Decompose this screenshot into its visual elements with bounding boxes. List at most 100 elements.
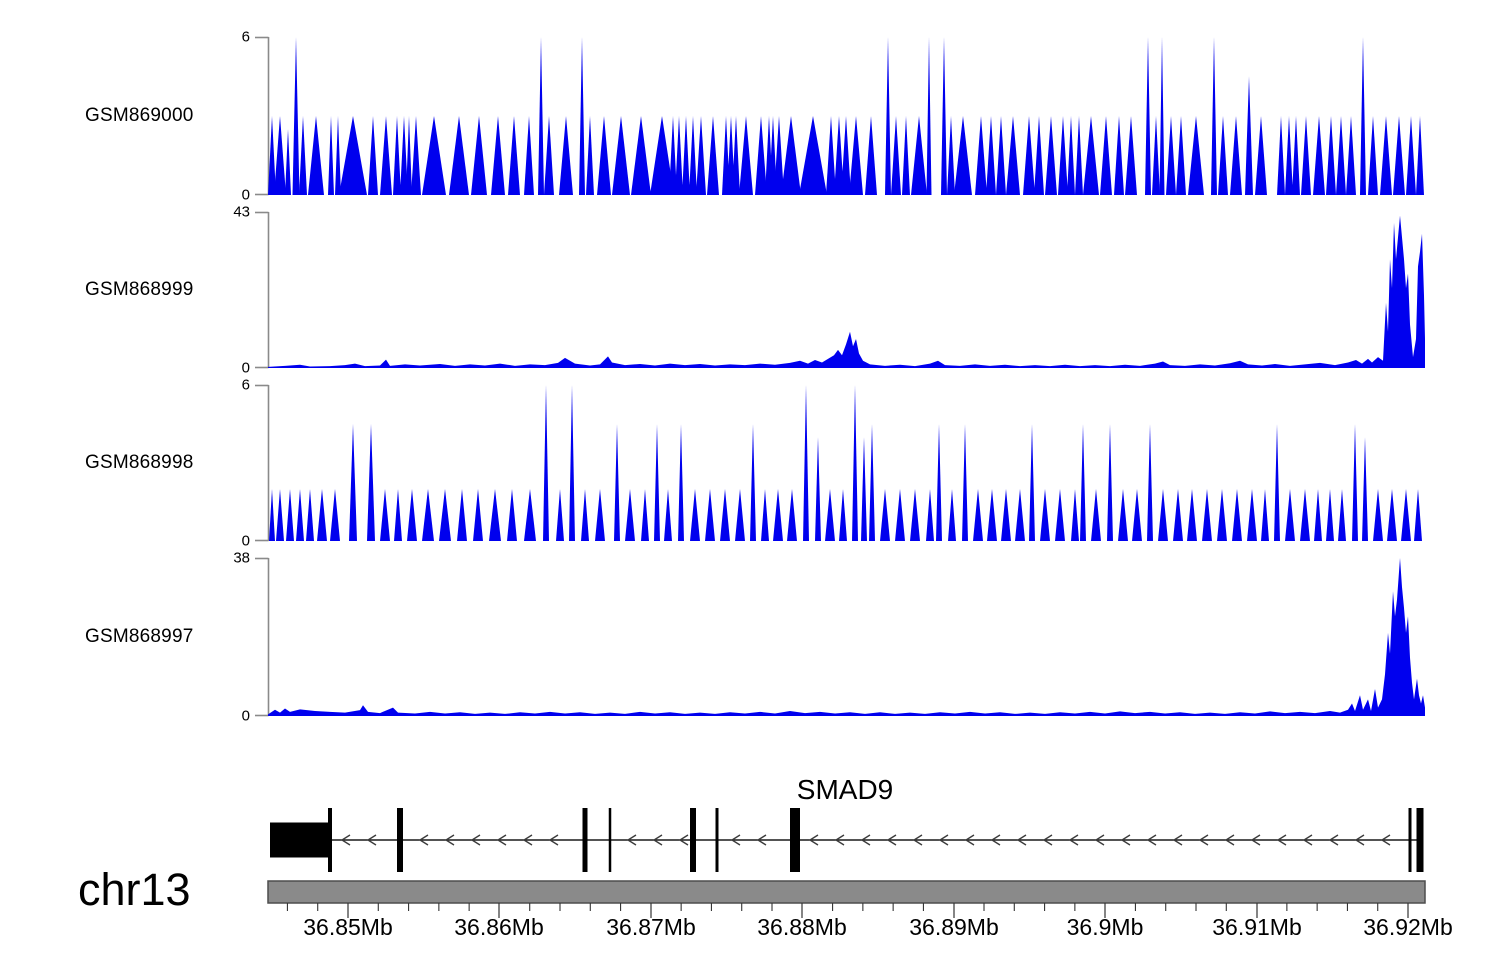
coverage-spike	[349, 424, 357, 541]
coverage-spike	[947, 116, 955, 195]
coverage-spike	[1055, 489, 1065, 541]
coverage-spike	[880, 489, 890, 541]
coverage-spike	[1416, 116, 1424, 195]
coverage-spike	[1274, 424, 1280, 541]
coverage-spike	[581, 489, 589, 541]
coverage-spike	[1188, 116, 1204, 195]
coverage-spike	[689, 116, 697, 195]
coverage-spike	[1326, 489, 1334, 541]
strand-arrow-icon	[912, 834, 923, 846]
coverage-spike	[650, 116, 674, 195]
coverage-track-GSM869000	[255, 36, 1424, 196]
coverage-spike	[826, 116, 836, 195]
strand-arrow-icon	[1172, 834, 1183, 846]
coverage-track-GSM868999	[255, 211, 1425, 369]
strand-arrow-icon	[626, 834, 637, 846]
coverage-spike	[508, 116, 520, 195]
coverage-spike	[973, 489, 983, 541]
coverage-spike	[1173, 489, 1183, 541]
coverage-spike	[941, 37, 947, 195]
coverage-spike	[1360, 37, 1366, 195]
coverage-spike	[524, 116, 534, 195]
coverage-spike	[285, 129, 291, 195]
coverage-track-GSM868998	[255, 384, 1422, 542]
coverage-spike	[675, 116, 683, 195]
ruler-tick-label: 36.86Mb	[454, 914, 544, 940]
track-label-2: GSM868999	[85, 279, 194, 300]
strand-arrow-icon	[886, 834, 897, 846]
coverage-spike	[1362, 437, 1368, 541]
coverage-spike	[330, 489, 340, 541]
strand-arrow-icon	[1250, 834, 1261, 846]
coverage-spike	[911, 116, 927, 195]
coverage-spike	[774, 116, 784, 195]
strand-arrow-icon	[522, 834, 533, 846]
coverage-spike	[861, 437, 867, 541]
coverage-spike	[1045, 116, 1057, 195]
coverage-spike	[1285, 489, 1295, 541]
coverage-spike	[1336, 116, 1346, 195]
coverage-spike	[625, 489, 635, 541]
coverage-spike	[1147, 424, 1153, 541]
coverage-spike	[839, 489, 847, 541]
coverage-spike	[948, 489, 956, 541]
coverage-spike	[895, 489, 905, 541]
coverage-spike	[559, 116, 573, 195]
coverage-spike	[317, 489, 327, 541]
coverage-spike	[380, 116, 392, 195]
coverage-spike	[1071, 489, 1079, 541]
coverage-spike	[1152, 116, 1160, 195]
coverage-spike	[471, 116, 487, 195]
strand-arrow-icon	[1302, 834, 1313, 846]
coverage-spike	[926, 489, 934, 541]
coverage-spike	[1029, 424, 1035, 541]
coverage-spike	[299, 116, 307, 195]
strand-arrow-icon	[1198, 834, 1209, 846]
coverage-spike	[1247, 489, 1257, 541]
y-zero-label-3: 0	[241, 532, 250, 550]
exon-bar	[790, 808, 800, 872]
coverage-spike	[586, 116, 594, 195]
coverage-spike	[926, 37, 932, 195]
coverage-spike	[781, 116, 801, 195]
coverage-spike	[910, 489, 920, 541]
strand-arrow-icon	[1068, 834, 1079, 846]
y-zero-label-2: 0	[241, 359, 250, 377]
coverage-spike	[1245, 76, 1253, 195]
coverage-spike	[1346, 116, 1356, 195]
coverage-spike	[1314, 489, 1322, 541]
coverage-profile	[268, 215, 1425, 368]
coverage-spike	[769, 116, 777, 195]
coverage-spike	[849, 116, 863, 195]
coverage-spike	[678, 424, 684, 541]
strand-arrow-icon	[366, 834, 377, 846]
coverage-spike	[1255, 116, 1267, 195]
coverage-spike	[996, 116, 1006, 195]
coverage-spike	[1387, 489, 1397, 541]
coverage-spike	[865, 116, 877, 195]
coverage-spike	[954, 116, 972, 195]
coverage-spike	[1001, 489, 1011, 541]
coverage-spike	[1292, 116, 1300, 195]
coverage-spike	[735, 489, 745, 541]
coverage-spike	[690, 489, 700, 541]
coverage-spike	[296, 489, 304, 541]
strand-arrow-icon	[938, 834, 949, 846]
coverage-spike	[274, 116, 286, 195]
coverage-spike	[975, 116, 987, 195]
strand-arrow-icon	[678, 834, 689, 846]
coverage-spike	[394, 489, 402, 541]
coverage-spike	[750, 424, 756, 541]
coverage-spike	[1211, 37, 1217, 195]
coverage-spike	[457, 489, 467, 541]
ruler-tick-label: 36.88Mb	[757, 914, 847, 940]
y-max-label-4: 38	[233, 549, 250, 567]
coverage-spike	[1058, 116, 1068, 195]
strand-arrow-icon	[1354, 834, 1365, 846]
y-zero-label-1: 0	[241, 186, 250, 204]
coverage-spike	[1368, 116, 1378, 195]
ruler-tick-label: 36.92Mb	[1363, 914, 1453, 940]
coverage-profile	[268, 558, 1425, 716]
coverage-spike	[1300, 489, 1310, 541]
